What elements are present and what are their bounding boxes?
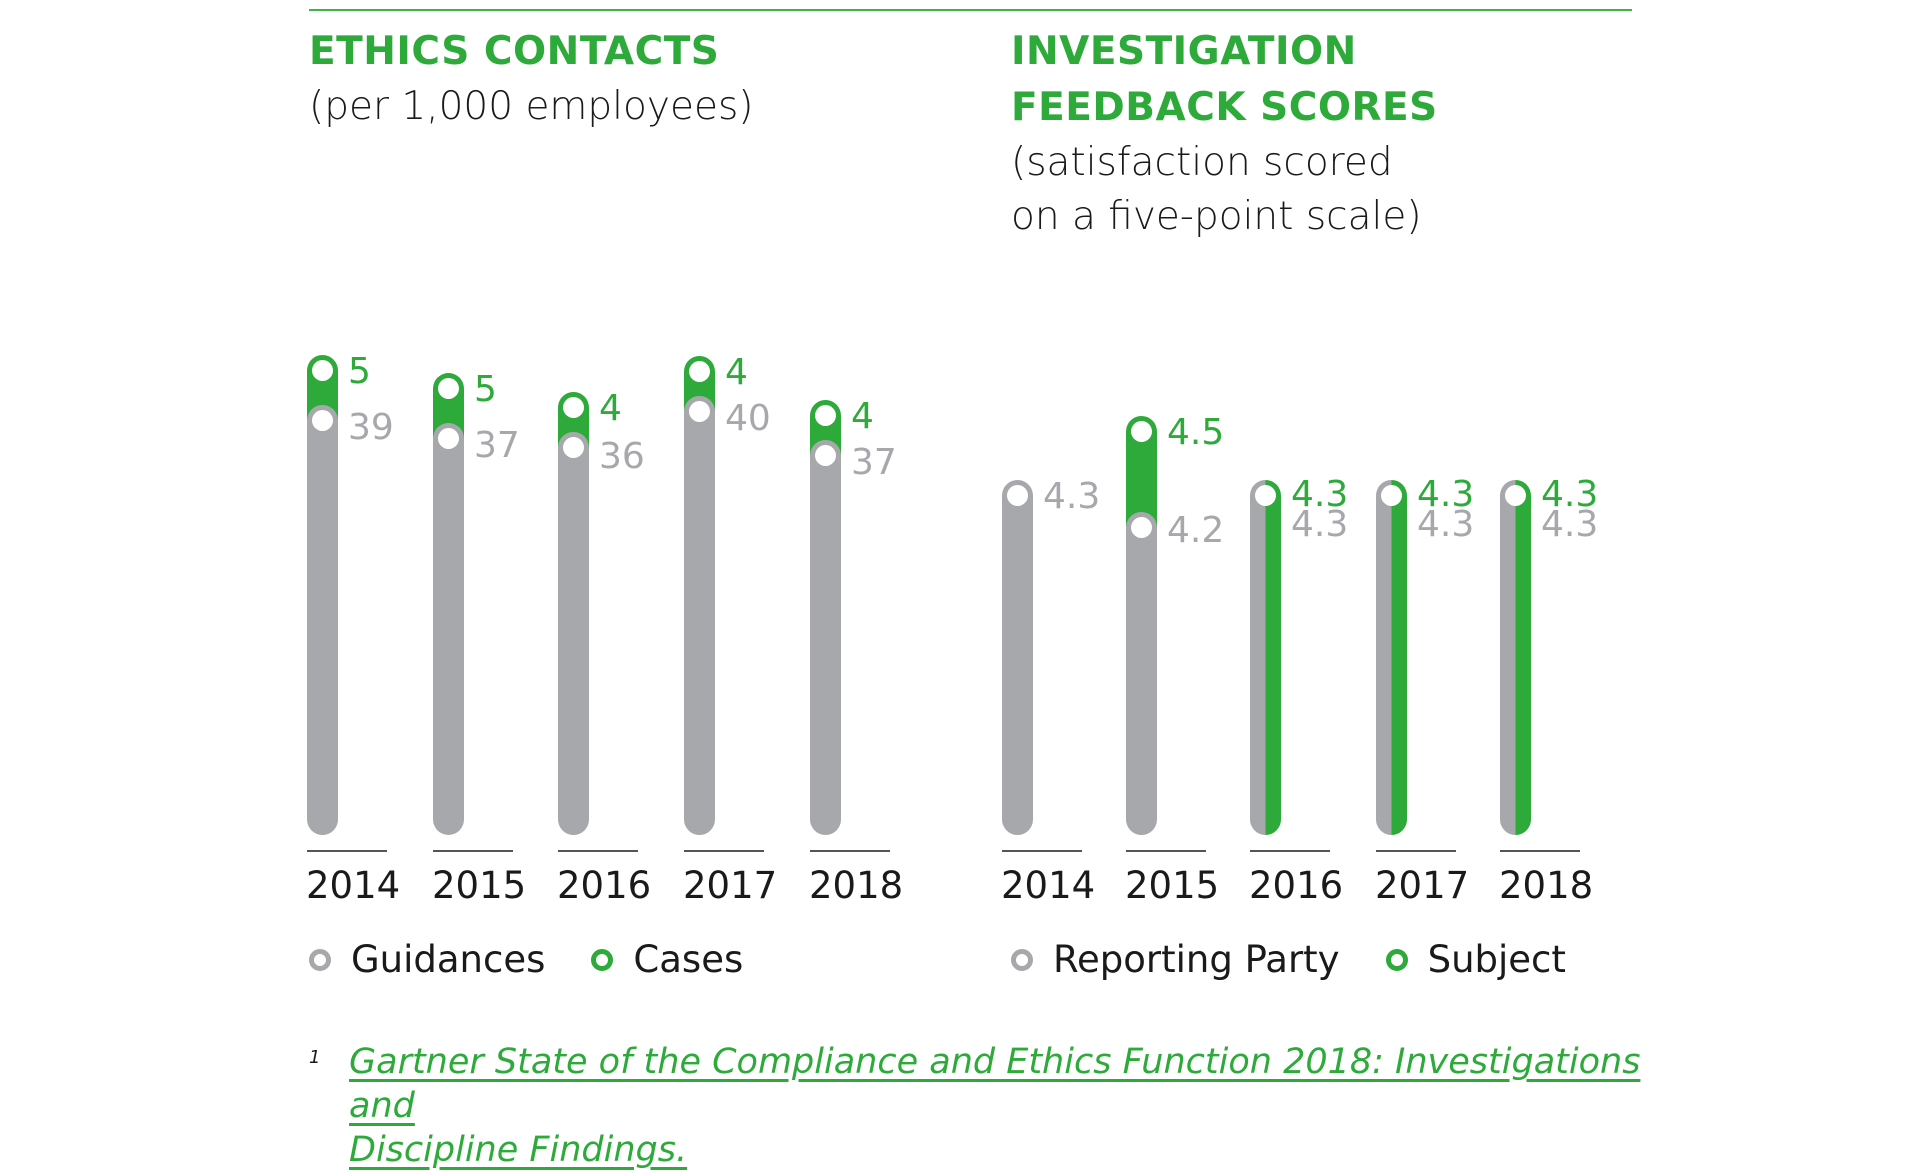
label-cases-2016: 4 (599, 388, 622, 429)
label-cases-2014: 5 (348, 351, 371, 392)
right-chart-title-line1: INVESTIGATION (1011, 29, 1357, 74)
point-subject-2015 (1131, 421, 1152, 442)
legend-item-cases: Cases (591, 938, 743, 981)
left-axis-2016-tick-label: 2016 (557, 864, 651, 907)
label-guidances-2015: 37 (474, 425, 520, 466)
label-guidances-2017: 40 (725, 398, 771, 439)
point-guidances-2014 (312, 410, 333, 431)
point-reporting-party-2015 (1131, 517, 1152, 538)
point-cases-2015 (438, 378, 459, 399)
point-2017 (1381, 485, 1402, 506)
label-subject-2015: 4.5 (1167, 412, 1224, 453)
legend-item-reporting-party: Reporting Party (1011, 938, 1340, 981)
label-reporting-party-2014: 4.3 (1043, 476, 1100, 517)
right-chart-subtitle-line1: (satisfaction scored (1011, 140, 1393, 185)
bar-guidances-2014 (307, 405, 338, 835)
footnote-marker: 1 (309, 1047, 321, 1068)
point-reporting-party-2014 (1007, 485, 1028, 506)
bar-subject-2015 (1126, 416, 1157, 528)
bar-subject-2017 (1391, 480, 1407, 835)
reporting-party-legend-icon (1011, 948, 1033, 971)
right-legend: Reporting Party Subject (1011, 938, 1612, 981)
left-chart-title: ETHICS CONTACTS (309, 29, 720, 74)
charts-canvas: 5 39 2014 5 37 2015 4 36 2016 4 40 2017 4 37 2018 4.3 20… (306, 351, 1598, 907)
bar-guidances-2017 (684, 395, 715, 835)
bar-guidances-2016 (558, 431, 589, 835)
bar-reporting-party-2017 (1376, 480, 1392, 835)
point-guidances-2015 (438, 428, 459, 449)
point-guidances-2018 (815, 445, 836, 466)
label-subject-2018: 4.3 (1541, 474, 1598, 515)
left-axis-2017-tick-label: 2017 (683, 864, 777, 907)
bar-reporting-party-2016 (1250, 480, 1266, 835)
right-chart-subtitle-line2: on a five-point scale) (1011, 194, 1422, 239)
left-legend: Guidances Cases (309, 938, 789, 981)
point-guidances-2017 (689, 401, 710, 422)
right-chart-title-line2: FEEDBACK SCORES (1011, 85, 1438, 130)
point-cases-2018 (815, 405, 836, 426)
left-chart-subtitle: (per 1,000 employees) (309, 84, 754, 129)
label-cases-2017: 4 (725, 352, 748, 393)
bar-reporting-party-2015 (1126, 512, 1157, 835)
footnote-source-link[interactable]: Gartner State of the Compliance and Ethi… (349, 1040, 1649, 1172)
bar-subject-2016 (1265, 480, 1281, 835)
point-cases-2017 (689, 361, 710, 382)
legend-label-guidances: Guidances (351, 938, 546, 981)
left-axis-2015-tick-label: 2015 (432, 864, 526, 907)
right-axis-2014-tick-label: 2014 (1001, 864, 1095, 907)
point-cases-2014 (312, 360, 333, 381)
label-subject-2016: 4.3 (1291, 474, 1348, 515)
bar-guidances-2018 (810, 440, 841, 835)
legend-label-subject: Subject (1427, 938, 1566, 981)
legend-item-subject: Subject (1385, 938, 1566, 981)
label-subject-2017: 4.3 (1417, 474, 1474, 515)
right-axis-2016-tick-label: 2016 (1249, 864, 1343, 907)
right-axis-2018-tick-label: 2018 (1499, 864, 1593, 907)
bar-guidances-2015 (433, 423, 464, 835)
legend-item-guidances: Guidances (309, 938, 545, 981)
label-reporting-party-2016: 4.3 (1291, 504, 1348, 545)
subject-legend-icon (1385, 948, 1408, 971)
right-axis-2015-tick-label: 2015 (1125, 864, 1219, 907)
label-guidances-2016: 36 (599, 436, 645, 477)
footnote-link-line1[interactable]: Gartner State of the Compliance and Ethi… (349, 1042, 1641, 1126)
point-cases-2016 (563, 397, 584, 418)
left-axis-2014-tick-label: 2014 (306, 864, 400, 907)
label-cases-2018: 4 (851, 396, 874, 437)
label-reporting-party-2015: 4.2 (1167, 510, 1224, 551)
legend-label-reporting-party: Reporting Party (1053, 938, 1340, 981)
bar-subject-2018 (1515, 480, 1531, 835)
footnote-link-line2[interactable]: Discipline Findings. (349, 1130, 688, 1170)
guidances-legend-icon (309, 948, 331, 971)
cases-legend-icon (591, 948, 614, 971)
bar-reporting-party-2014 (1001, 480, 1033, 835)
label-reporting-party-2018: 4.3 (1541, 504, 1598, 545)
right-axis-2017-tick-label: 2017 (1375, 864, 1469, 907)
label-guidances-2018: 37 (851, 442, 897, 483)
left-axis-2018-tick-label: 2018 (809, 864, 903, 907)
point-2016 (1255, 485, 1276, 506)
label-reporting-party-2017: 4.3 (1417, 504, 1474, 545)
point-guidances-2016 (563, 437, 584, 458)
label-guidances-2014: 39 (348, 407, 394, 448)
point-2018 (1505, 485, 1526, 506)
top-rule (309, 9, 1632, 11)
legend-label-cases: Cases (633, 938, 744, 981)
bar-reporting-party-2018 (1500, 480, 1516, 835)
label-cases-2015: 5 (474, 369, 497, 410)
